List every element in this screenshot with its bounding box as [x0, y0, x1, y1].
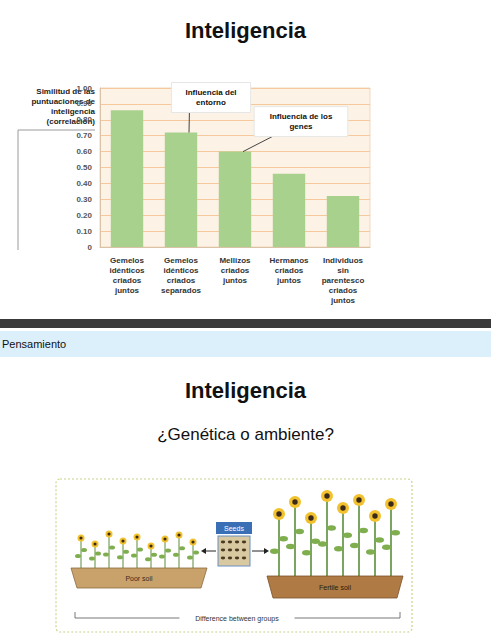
- svg-text:juntos: juntos: [276, 276, 302, 285]
- svg-text:Poor soil: Poor soil: [125, 575, 153, 582]
- svg-text:Inteligencia: Inteligencia: [185, 18, 307, 43]
- svg-text:criados: criados: [221, 266, 250, 275]
- svg-text:Seeds: Seeds: [224, 525, 244, 532]
- svg-text:0.60: 0.60: [76, 147, 92, 156]
- svg-text:Influencia del: Influencia del: [185, 88, 236, 97]
- svg-text:0.80: 0.80: [76, 115, 92, 124]
- html-text:¿Genética o ambiente?: ¿Genética o ambiente?: [157, 425, 334, 444]
- html-text:Pensamiento: Pensamiento: [2, 338, 67, 350]
- svg-text:0: 0: [88, 243, 93, 252]
- svg-text:juntos: juntos: [330, 296, 356, 305]
- svg-text:criados: criados: [167, 276, 196, 285]
- svg-text:0.40: 0.40: [76, 179, 92, 188]
- svg-text:inteligencia: inteligencia: [51, 106, 95, 116]
- svg-text:Difference between groups: Difference between groups: [195, 615, 279, 623]
- svg-text:Similitud de las: Similitud de las: [36, 86, 95, 96]
- svg-text:0.10: 0.10: [76, 227, 92, 236]
- svg-text:Individuos: Individuos: [323, 256, 364, 265]
- svg-text:criados: criados: [113, 276, 142, 285]
- svg-text:Hermanos: Hermanos: [269, 256, 309, 265]
- svg-text:juntos: juntos: [222, 276, 248, 285]
- svg-text:criados: criados: [275, 266, 304, 275]
- svg-text:Fertile soil: Fertile soil: [319, 584, 351, 591]
- svg-text:0.30: 0.30: [76, 195, 92, 204]
- svg-text:0.50: 0.50: [76, 163, 92, 172]
- svg-text:Influencia de los: Influencia de los: [270, 112, 333, 121]
- svg-text:sin: sin: [337, 266, 349, 275]
- svg-text:genes: genes: [289, 122, 313, 131]
- svg-text:idénticos: idénticos: [163, 266, 199, 275]
- svg-text:entorno: entorno: [196, 98, 226, 107]
- svg-text:juntos: juntos: [114, 286, 140, 295]
- svg-text:idénticos: idénticos: [109, 266, 145, 275]
- svg-text:parentesco: parentesco: [322, 276, 365, 285]
- svg-text:(correlación): (correlación): [46, 116, 95, 126]
- svg-text:separados: separados: [161, 286, 202, 295]
- svg-text:0.20: 0.20: [76, 211, 92, 220]
- svg-text:0.70: 0.70: [76, 131, 92, 140]
- html-text:Inteligencia: Inteligencia: [185, 378, 306, 403]
- svg-text:0.90: 0.90: [76, 99, 92, 108]
- svg-text:1.00: 1.00: [76, 84, 92, 93]
- svg-text:puntuaciones de: puntuaciones de: [31, 96, 95, 106]
- svg-text:criados: criados: [329, 286, 358, 295]
- svg-text:Gemelos: Gemelos: [164, 256, 198, 265]
- svg-text:Mellizos: Mellizos: [219, 256, 251, 265]
- svg-text:Gemelos: Gemelos: [110, 256, 144, 265]
